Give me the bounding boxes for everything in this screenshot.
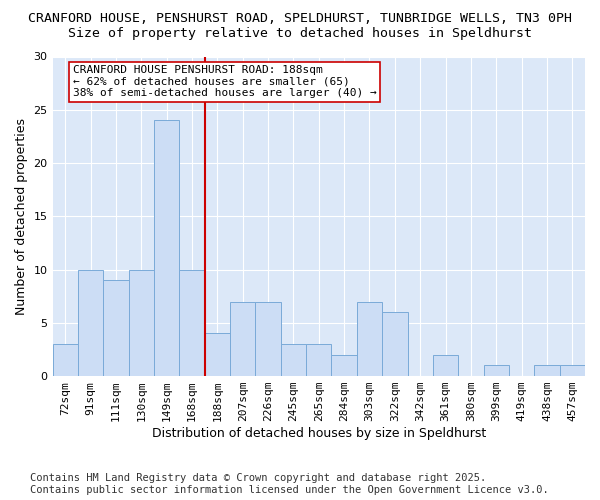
- Text: Size of property relative to detached houses in Speldhurst: Size of property relative to detached ho…: [68, 28, 532, 40]
- Bar: [433, 355, 458, 376]
- Bar: [256, 302, 281, 376]
- Bar: [53, 344, 78, 376]
- Bar: [331, 355, 357, 376]
- X-axis label: Distribution of detached houses by size in Speldhurst: Distribution of detached houses by size …: [152, 427, 486, 440]
- Text: CRANFORD HOUSE, PENSHURST ROAD, SPELDHURST, TUNBRIDGE WELLS, TN3 0PH: CRANFORD HOUSE, PENSHURST ROAD, SPELDHUR…: [28, 12, 572, 26]
- Bar: [357, 302, 382, 376]
- Bar: [128, 270, 154, 376]
- Text: CRANFORD HOUSE PENSHURST ROAD: 188sqm
← 62% of detached houses are smaller (65)
: CRANFORD HOUSE PENSHURST ROAD: 188sqm ← …: [73, 65, 377, 98]
- Y-axis label: Number of detached properties: Number of detached properties: [15, 118, 28, 315]
- Bar: [179, 270, 205, 376]
- Bar: [154, 120, 179, 376]
- Bar: [78, 270, 103, 376]
- Bar: [484, 366, 509, 376]
- Bar: [230, 302, 256, 376]
- Bar: [205, 334, 230, 376]
- Bar: [382, 312, 407, 376]
- Bar: [534, 366, 560, 376]
- Text: Contains HM Land Registry data © Crown copyright and database right 2025.
Contai: Contains HM Land Registry data © Crown c…: [30, 474, 549, 495]
- Bar: [306, 344, 331, 376]
- Bar: [281, 344, 306, 376]
- Bar: [560, 366, 585, 376]
- Bar: [103, 280, 128, 376]
